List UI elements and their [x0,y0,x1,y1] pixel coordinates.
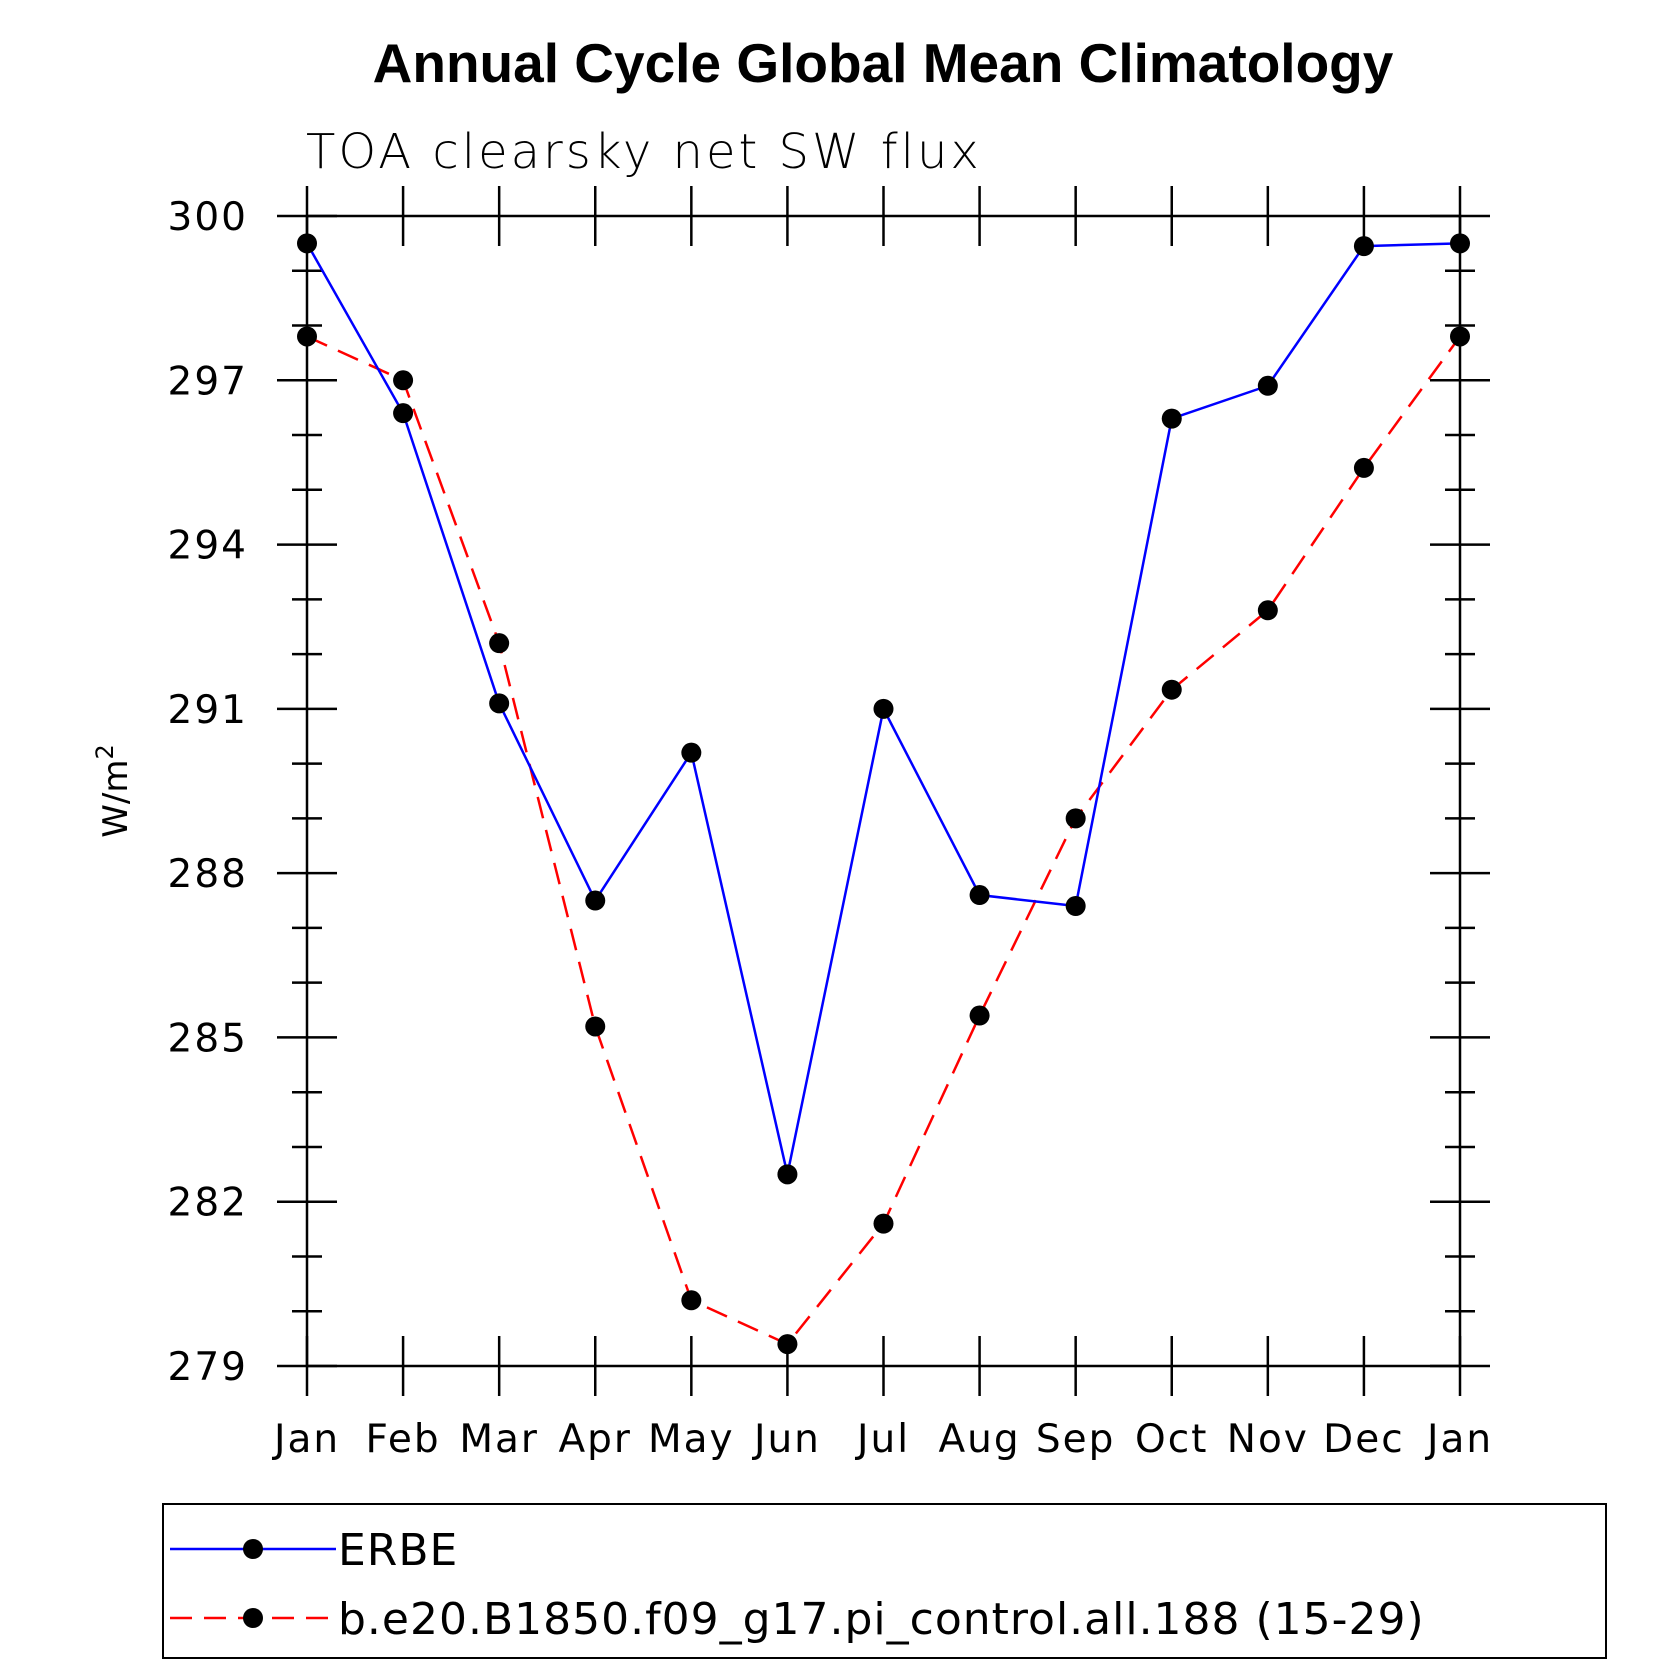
data-point-s0-4 [681,742,702,763]
y-axis-label: W/m2 [91,744,136,837]
legend-marker-0 [243,1539,263,1559]
data-point-s0-1 [393,403,414,424]
y-tick-label: 297 [168,359,248,404]
data-point-s1-10 [1257,600,1278,621]
data-point-s1-2 [489,633,510,654]
data-point-s0-5 [777,1164,798,1185]
x-tick-label: May [648,1417,735,1462]
data-point-s1-6 [873,1213,894,1234]
data-point-s0-2 [489,693,510,714]
data-point-s1-9 [1161,679,1182,700]
legend-box [162,1503,1607,1659]
data-point-s1-4 [681,1290,702,1311]
x-tick-label: Jan [1424,1417,1493,1462]
data-point-s0-6 [873,698,894,719]
data-point-s1-1 [393,370,414,391]
y-tick-label: 294 [168,524,248,569]
x-tick-label: Aug [939,1417,1021,1462]
y-tick-label: 279 [168,1345,248,1390]
y-tick-label: 300 [168,195,248,240]
data-point-s0-11 [1353,236,1374,257]
x-tick-label: Nov [1227,1417,1309,1462]
data-point-s1-5 [777,1334,798,1355]
y-tick-label: 282 [168,1181,248,1226]
data-point-s1-3 [585,1016,606,1037]
legend-label-0: ERBE [338,1525,458,1576]
x-tick-label: Mar [459,1417,539,1462]
y-axis-label-superscript: 2 [91,744,119,759]
data-point-s0-3 [585,890,606,911]
x-tick-label: Feb [366,1417,441,1462]
series-lines [305,242,1462,1346]
legend-label-1: b.e20.B1850.f09_g17.pi_control.all.188 (… [338,1594,1425,1645]
x-tick-label: Apr [559,1417,632,1462]
x-tick-label: Oct [1135,1417,1208,1462]
chart-subtitle: TOA clearsky net SW flux [306,124,982,180]
y-tick-labels: 279 282 285 288 291 294 297 300 [168,195,248,1390]
y-axis-label-text: W/m [96,760,136,838]
series-line-1 [306,335,1462,1346]
x-tick-label: Jun [751,1417,821,1462]
data-point-s1-11 [1353,457,1374,478]
legend: ERBE b.e20.B1850.f09_g17.pi_control.all.1… [170,1525,1425,1645]
y-tick-label: 288 [168,852,248,897]
plot-frame [305,214,1462,1368]
legend-marker-1 [243,1608,263,1628]
data-point-s1-7 [969,1005,990,1026]
data-point-s0-8 [1065,896,1086,916]
x-tick-label: Jan [271,1417,340,1462]
data-point-s0-10 [1257,375,1278,396]
x-tick-labels: Jan Feb Mar Apr May Jun Jul Aug Sep Oct Nov Dec Jan [271,1417,1493,1462]
chart-title: Annual Cycle Global Mean Climatology [373,32,1394,94]
y-tick-label: 291 [168,688,248,733]
x-tick-label: Dec [1323,1417,1404,1462]
x-tick-label: Jul [854,1417,910,1462]
y-tick-label: 285 [168,1016,248,1061]
svg-text:W/m2: W/m2 [91,744,136,837]
data-point-s0-9 [1161,408,1182,429]
data-point-s0-7 [969,885,990,906]
data-point-s1-8 [1065,808,1086,829]
series-markers [297,233,1470,1355]
x-tick-label: Sep [1036,1417,1116,1462]
